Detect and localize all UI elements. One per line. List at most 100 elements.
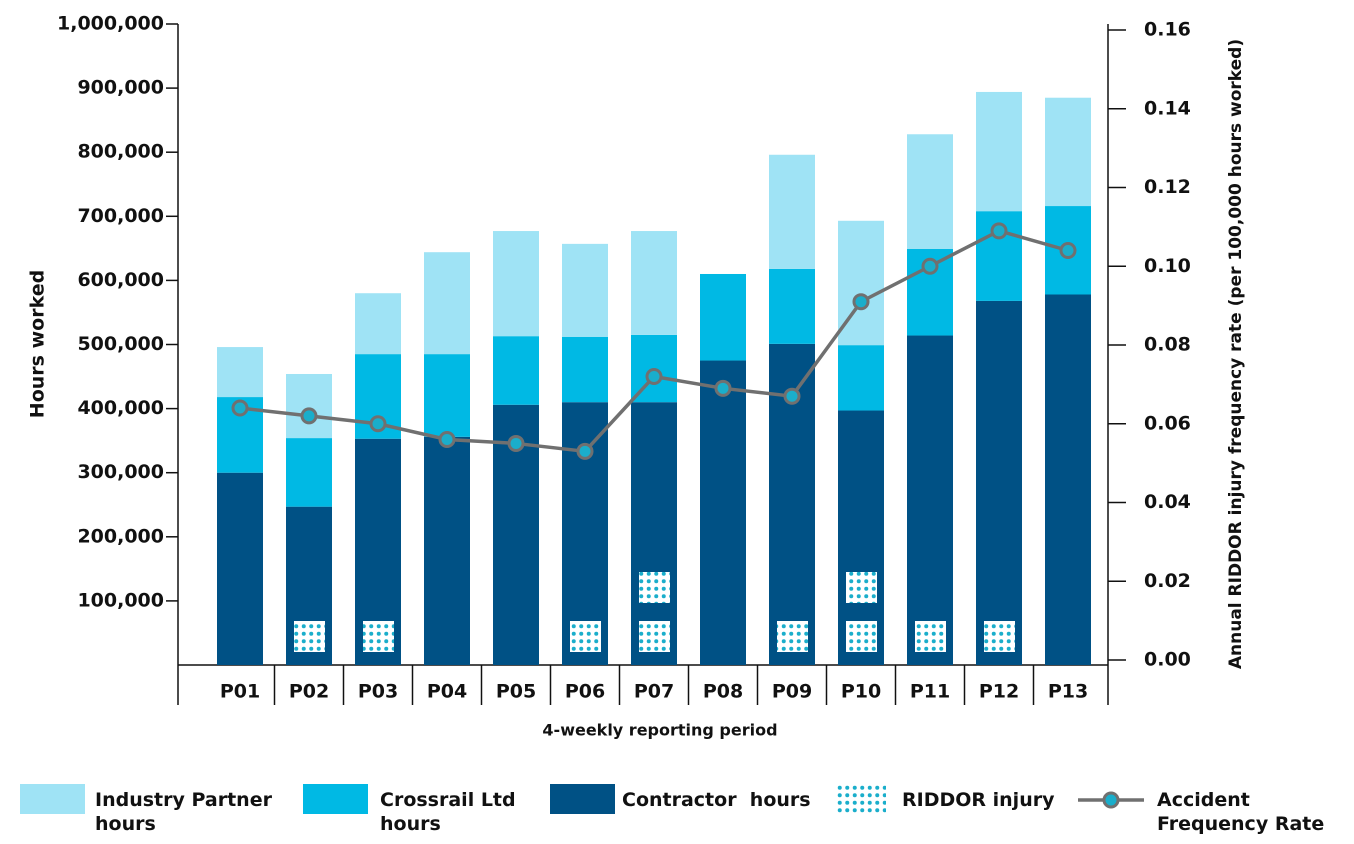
x-tick-label: P13 bbox=[1048, 681, 1088, 703]
rate-marker bbox=[231, 399, 249, 417]
legend-swatch bbox=[1078, 790, 1144, 814]
x-tick-label: P12 bbox=[979, 681, 1019, 703]
legend-line bbox=[1078, 791, 1144, 809]
rate-marker bbox=[990, 222, 1008, 240]
rate-marker bbox=[1059, 242, 1077, 259]
injury-marks bbox=[570, 621, 601, 652]
bar-segment bbox=[769, 154, 815, 269]
bar-segment bbox=[631, 231, 677, 335]
y-tick-label: 700,000 bbox=[77, 205, 164, 227]
y2-tick-label: 0.10 bbox=[1144, 255, 1191, 277]
x-tick-label: P08 bbox=[703, 681, 743, 703]
chart: Hours worked Annual RIDDOR injury freque… bbox=[27, 13, 1247, 740]
y2-tick-label: 0.02 bbox=[1144, 570, 1191, 592]
legend-swatch bbox=[20, 784, 85, 814]
rate-marker bbox=[576, 442, 594, 460]
injury-marks bbox=[363, 621, 394, 652]
y2-tick-label: 0.14 bbox=[1144, 97, 1191, 119]
x-tick-label: P04 bbox=[427, 681, 467, 703]
bar-segment bbox=[1045, 97, 1091, 207]
y-tick-label: 400,000 bbox=[77, 397, 164, 419]
injury-square bbox=[915, 621, 946, 652]
legend-swatch bbox=[836, 784, 886, 818]
y-tick-label: 900,000 bbox=[77, 77, 164, 99]
x-tick-label: P11 bbox=[910, 681, 950, 703]
bar-segment bbox=[700, 273, 746, 361]
bar-segment bbox=[562, 243, 608, 337]
injury-square bbox=[639, 621, 670, 652]
legend-swatch bbox=[303, 784, 368, 814]
injury-marks bbox=[915, 621, 946, 652]
rate-marker bbox=[300, 407, 318, 425]
legend-label: RIDDOR injury bbox=[902, 789, 1055, 811]
bar-segment bbox=[769, 268, 815, 344]
injury-marks bbox=[294, 621, 325, 652]
bar-segment bbox=[217, 472, 263, 665]
y2-tick-label: 0.16 bbox=[1144, 19, 1191, 41]
bar-segment bbox=[286, 373, 332, 439]
y2-tick-label: 0.04 bbox=[1144, 491, 1191, 513]
injury-marks bbox=[846, 572, 877, 652]
y-axis-title: Hours worked bbox=[27, 270, 49, 418]
y2-tick-label: 0.06 bbox=[1144, 412, 1191, 434]
bar-segment bbox=[286, 438, 332, 507]
y-tick-label: 200,000 bbox=[77, 525, 164, 547]
injury-square bbox=[363, 621, 394, 652]
x-tick-label: P06 bbox=[565, 681, 605, 703]
y2-tick-label: 0.12 bbox=[1144, 176, 1191, 198]
legend-label: Contractor hours bbox=[622, 789, 811, 811]
bar-segment bbox=[838, 345, 884, 411]
x-axis-title: 4-weekly reporting period bbox=[542, 721, 777, 740]
bar-segment bbox=[976, 91, 1022, 212]
bar-segment bbox=[562, 336, 608, 403]
bar-segment bbox=[424, 252, 470, 355]
legend-label: Crossrail Ltd hours bbox=[380, 789, 523, 835]
injury-square bbox=[846, 572, 877, 603]
legend-swatch bbox=[550, 784, 615, 814]
injury-marks bbox=[777, 621, 808, 652]
injury-square bbox=[570, 621, 601, 652]
x-tick-label: P03 bbox=[358, 681, 398, 703]
injury-marks bbox=[984, 621, 1015, 652]
rate-marker bbox=[921, 257, 939, 275]
bar-segment bbox=[493, 336, 539, 405]
rate-marker bbox=[852, 293, 870, 311]
injury-square bbox=[846, 621, 877, 652]
injury-square bbox=[639, 572, 670, 603]
rate-marker bbox=[369, 415, 387, 433]
x-tick-label: P10 bbox=[841, 681, 881, 703]
bar-segment bbox=[907, 335, 953, 665]
y2-axis-title: Annual RIDDOR injury frequency rate (per… bbox=[1226, 39, 1246, 669]
bar-segment bbox=[907, 134, 953, 249]
x-tick-label: P01 bbox=[220, 681, 260, 703]
legend-dots bbox=[836, 784, 886, 814]
rate-marker bbox=[714, 379, 732, 397]
bar-segment bbox=[424, 436, 470, 665]
y-tick-label: 800,000 bbox=[77, 141, 164, 163]
x-tick-label: P05 bbox=[496, 681, 536, 703]
y-tick-label: 500,000 bbox=[77, 333, 164, 355]
y-tick-label: 1,000,000 bbox=[57, 13, 164, 35]
bar-segment bbox=[700, 360, 746, 665]
bar-segment bbox=[1045, 294, 1091, 665]
bar-segment bbox=[976, 300, 1022, 665]
injury-square bbox=[777, 621, 808, 652]
x-tick-label: P07 bbox=[634, 681, 674, 703]
injury-marks bbox=[639, 572, 670, 652]
y-tick-label: 600,000 bbox=[77, 269, 164, 291]
x-tick-label: P02 bbox=[289, 681, 329, 703]
y2-tick-label: 0.00 bbox=[1144, 649, 1191, 671]
y-tick-label: 300,000 bbox=[77, 461, 164, 483]
bar-segment bbox=[493, 231, 539, 337]
injury-square bbox=[294, 621, 325, 652]
legend-label: Accident Frequency Rate bbox=[1157, 789, 1325, 835]
y2-tick-label: 0.08 bbox=[1144, 334, 1191, 356]
bar-segment bbox=[355, 293, 401, 355]
legend-label: Industry Partner hours bbox=[95, 789, 279, 835]
injury-square bbox=[984, 621, 1015, 652]
y-tick-label: 100,000 bbox=[77, 589, 164, 611]
x-tick-label: P09 bbox=[772, 681, 812, 703]
rate-marker bbox=[507, 434, 525, 452]
rate-marker bbox=[783, 387, 801, 405]
